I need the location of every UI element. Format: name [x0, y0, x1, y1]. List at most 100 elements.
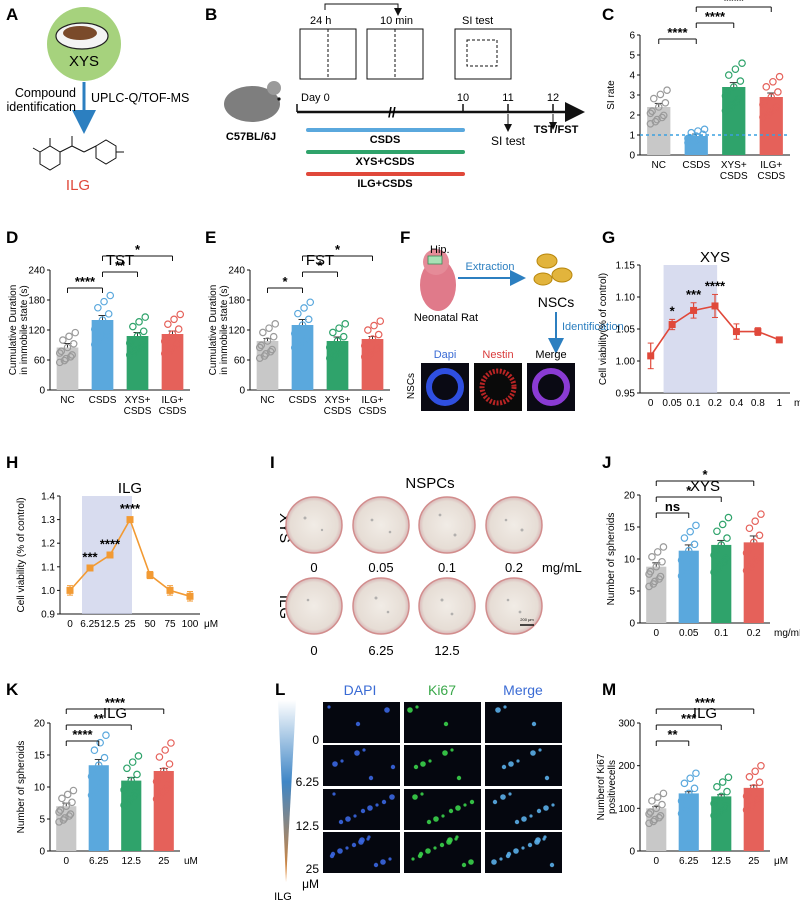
data-point [141, 313, 150, 321]
data-point [713, 783, 721, 791]
chart-j: 0 5 10 15 20 Number of spheroids XYS 0 0.05 0.1 0.… [606, 467, 800, 639]
data-point [266, 347, 275, 356]
panel-l: ILG DAPI Ki67 Merge 0 6.25 12.5 25 μM [274, 682, 562, 903]
data-point [95, 337, 104, 346]
stain-dapi: Dapi [434, 349, 457, 361]
data-point [325, 343, 334, 352]
x-tick-label: 0.1 [714, 628, 728, 639]
data-point [327, 341, 336, 350]
data-point [692, 521, 700, 530]
step-label-1: Compound [15, 86, 76, 100]
cell-nucleus [439, 842, 445, 848]
data-point [652, 804, 661, 813]
dish [485, 577, 543, 635]
data-point [106, 291, 115, 300]
significance-label: **** [705, 9, 726, 24]
x-tick-label: 0.8 [751, 398, 765, 409]
data-point [720, 804, 728, 813]
data-point [684, 138, 692, 147]
data-point [648, 797, 656, 805]
data-point [684, 789, 693, 798]
si-test-label: SI test [491, 134, 526, 148]
data-point [68, 798, 76, 807]
x-tick-label: 100 [182, 619, 199, 630]
data-point [87, 791, 96, 800]
data-point [94, 303, 102, 312]
data-point [749, 538, 758, 547]
x-unit-label: μM [204, 619, 218, 630]
y-tick-label: 3 [629, 91, 635, 102]
data-point [680, 779, 689, 788]
nsc-icon-1 [536, 253, 558, 269]
data-point [290, 329, 299, 338]
data-point [69, 786, 78, 795]
data-point [94, 761, 103, 770]
cell-nucleus [508, 792, 512, 796]
data-point [742, 549, 751, 557]
data-point [764, 110, 772, 119]
significance-label: **** [120, 501, 141, 516]
y-tick-label: 0 [39, 386, 45, 397]
ilg-gradient-label: ILG [274, 891, 292, 903]
y-tick-label: 0 [39, 847, 45, 858]
y-axis-label: Number of spheroids [606, 513, 617, 606]
data-point [651, 815, 659, 824]
data-point [751, 767, 759, 776]
data-point [661, 99, 670, 107]
cell-nucleus [521, 846, 525, 850]
significance-label: **** [705, 278, 726, 293]
data-point [126, 516, 134, 524]
y-tick-label: 10 [624, 555, 636, 566]
data-point [341, 320, 350, 328]
data-point [745, 773, 754, 781]
data-point [298, 321, 307, 329]
significance-label: **** [667, 25, 688, 40]
data-point [645, 810, 653, 818]
data-point [176, 310, 185, 319]
ilg-gradient-wedge [278, 700, 296, 882]
micrograph [485, 745, 562, 786]
significance-label: **** [695, 695, 716, 710]
data-point [165, 760, 174, 768]
dish [418, 496, 476, 554]
group-label-xys: XYS+CSDS [356, 156, 415, 168]
significance-label: *** [686, 287, 702, 302]
y-tick-label: 15 [34, 751, 46, 762]
data-point [66, 586, 74, 594]
significance-label: **** [72, 727, 93, 742]
data-point [656, 811, 665, 820]
data-point [663, 86, 671, 95]
data-point [374, 330, 383, 339]
cell-nucleus [420, 761, 426, 767]
cell-nucleus [508, 761, 514, 767]
panel-label-i: I [270, 453, 275, 472]
cell-nucleus [461, 862, 467, 868]
method-label: UPLC-Q/TOF-MS [91, 91, 189, 105]
data-point [61, 814, 69, 822]
x-tick-label: 0 [653, 628, 659, 639]
data-point [55, 349, 64, 357]
cell-nucleus [447, 837, 453, 843]
y-tick-label: 0 [629, 151, 635, 162]
data-point [123, 764, 131, 773]
data-point [134, 752, 143, 760]
x-tick-label: 50 [144, 619, 156, 630]
data-point [723, 534, 731, 542]
data-point [659, 543, 668, 551]
data-point [262, 350, 270, 358]
data-point [717, 792, 726, 801]
significance-label: **** [75, 274, 96, 289]
cell-nucleus [373, 862, 379, 868]
cell-nucleus [367, 805, 373, 811]
data-point [368, 335, 377, 343]
data-point [711, 547, 720, 556]
data-point [754, 328, 762, 336]
x-tick-label: 0.1 [687, 398, 701, 409]
x-tick-label: 0 [653, 856, 659, 867]
label-10min: 10 min [380, 15, 413, 27]
data-point [55, 358, 64, 367]
cell-nucleus [501, 764, 507, 770]
data-point [684, 134, 692, 143]
cell-nucleus [450, 748, 454, 752]
y-axis-label: Cumulative Durationin immobile state (s) [8, 285, 30, 376]
